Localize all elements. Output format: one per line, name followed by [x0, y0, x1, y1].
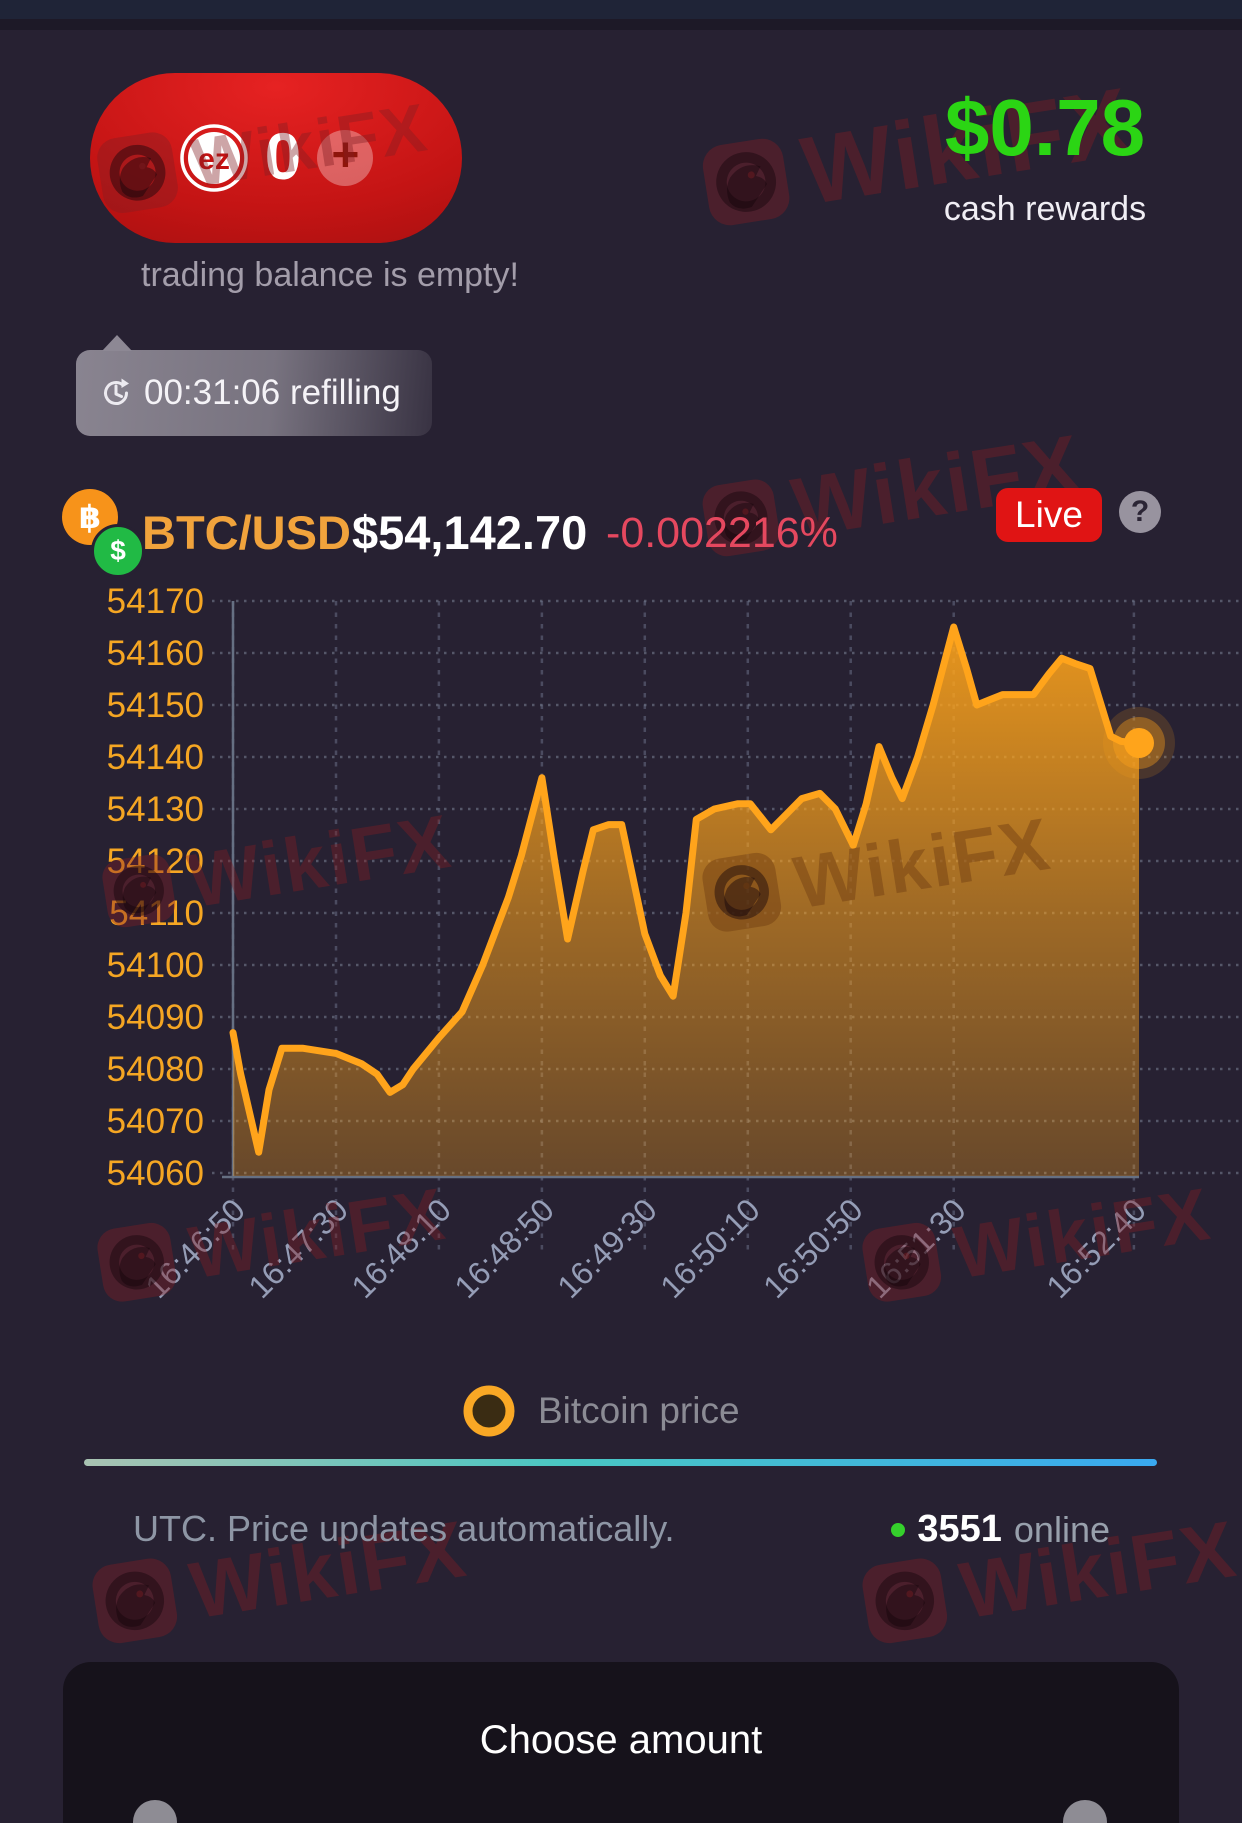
svg-text:16:50:10: 16:50:10 — [653, 1191, 767, 1305]
svg-text:16:51:30: 16:51:30 — [859, 1191, 973, 1305]
svg-text:54170: 54170 — [107, 582, 204, 621]
status-strip-shadow — [0, 19, 1242, 30]
svg-text:16:49:30: 16:49:30 — [550, 1191, 664, 1305]
choose-amount-label: Choose amount — [479, 1718, 763, 1762]
svg-text:16:48:50: 16:48:50 — [447, 1191, 561, 1305]
svg-text:54080: 54080 — [107, 1050, 204, 1089]
svg-text:54140: 54140 — [107, 738, 204, 777]
help-icon[interactable]: ? — [1119, 491, 1161, 533]
refill-countdown: 00:31:06 refilling — [144, 373, 401, 412]
svg-text:54100: 54100 — [107, 946, 204, 985]
svg-text:54150: 54150 — [107, 686, 204, 725]
cash-rewards-block: $0.78 cash rewards — [905, 88, 1185, 229]
svg-text:54110: 54110 — [109, 894, 204, 933]
status-strip — [0, 0, 1242, 19]
balance-value: 0 — [264, 119, 302, 193]
svg-text:16:47:30: 16:47:30 — [241, 1191, 355, 1305]
legend-ring-icon — [463, 1385, 515, 1437]
svg-text:16:48:10: 16:48:10 — [344, 1191, 458, 1305]
svg-text:16:50:50: 16:50:50 — [756, 1191, 870, 1305]
pair-label: BTC/USD — [142, 506, 351, 559]
plus-icon: + — [331, 129, 360, 182]
live-badge: Live — [996, 488, 1102, 542]
svg-text:16:52:40: 16:52:40 — [1039, 1191, 1153, 1305]
chart-legend: Bitcoin price — [462, 1384, 740, 1438]
ez-logo-icon: ez — [179, 124, 248, 192]
svg-text:ez: ez — [198, 143, 230, 176]
clock-refresh-icon — [104, 378, 129, 405]
svg-text:54090: 54090 — [107, 998, 204, 1037]
online-dot — [891, 1522, 906, 1537]
choose-amount-button[interactable]: Choose amount — [63, 1662, 1179, 1823]
wikifx-eagle-icon — [86, 1552, 184, 1650]
decrease-button[interactable] — [133, 1800, 177, 1823]
svg-text:54130: 54130 — [107, 790, 204, 829]
svg-text:54120: 54120 — [107, 842, 204, 881]
divider-line — [84, 1459, 1157, 1466]
legend-label: Bitcoin price — [538, 1390, 740, 1431]
svg-text:54060: 54060 — [107, 1154, 204, 1193]
usd-icon: $ — [91, 524, 145, 578]
online-counter: 3551 online — [891, 1508, 1110, 1551]
trading-balance-button[interactable]: ez 0 + — [90, 73, 462, 243]
pair-change: -0.002216% — [606, 509, 838, 557]
utc-note: UTC. Price updates automatically. — [133, 1508, 675, 1549]
cash-rewards-amount: $0.78 — [944, 83, 1146, 172]
wikifx-eagle-icon — [856, 1552, 954, 1650]
svg-text:54070: 54070 — [107, 1102, 204, 1141]
increase-button[interactable] — [1063, 1800, 1107, 1823]
price-chart: 54170 54160 54150 54140 54130 54120 54110 54100… — [107, 582, 1242, 1305]
svg-text:16:46:50: 16:46:50 — [138, 1191, 252, 1305]
cash-rewards-label: cash rewards — [943, 190, 1147, 228]
add-balance-button[interactable]: + — [317, 129, 374, 186]
wikifx-eagle-icon — [696, 132, 797, 233]
svg-text:54160: 54160 — [107, 634, 204, 673]
balance-empty-note: trading balance is empty! — [141, 256, 519, 294]
pair-price: $54,142.70 — [352, 506, 588, 559]
refill-tooltip: 00:31:06 refilling — [76, 335, 432, 436]
